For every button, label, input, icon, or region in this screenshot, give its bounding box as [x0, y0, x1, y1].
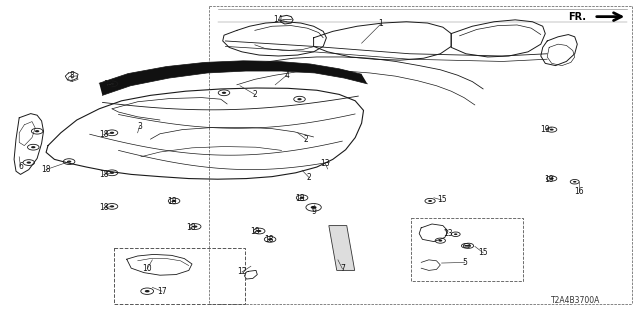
Text: 9: 9	[311, 207, 316, 216]
Text: T2A4B3700A: T2A4B3700A	[551, 296, 601, 305]
Circle shape	[467, 245, 470, 247]
Circle shape	[110, 132, 114, 134]
Text: 15: 15	[436, 196, 447, 204]
Circle shape	[428, 200, 432, 202]
Text: 18: 18	[264, 236, 273, 244]
Circle shape	[110, 172, 114, 174]
Polygon shape	[329, 226, 355, 270]
Circle shape	[110, 83, 114, 85]
Text: 2: 2	[307, 173, 312, 182]
Text: 10: 10	[142, 264, 152, 273]
Text: 15: 15	[478, 248, 488, 257]
Circle shape	[145, 290, 150, 292]
Circle shape	[573, 181, 577, 183]
Text: 17: 17	[157, 287, 167, 296]
Circle shape	[35, 130, 39, 132]
Text: 19: 19	[544, 175, 554, 184]
Circle shape	[172, 200, 176, 202]
Text: 12: 12	[237, 268, 246, 276]
Circle shape	[31, 146, 35, 148]
Text: 18: 18	[167, 197, 176, 206]
Circle shape	[454, 233, 458, 235]
Circle shape	[193, 226, 197, 228]
Circle shape	[550, 129, 554, 131]
Circle shape	[464, 245, 468, 247]
Circle shape	[550, 178, 554, 180]
Circle shape	[300, 197, 304, 199]
Text: 2: 2	[252, 90, 257, 99]
Text: 18: 18	[99, 204, 108, 212]
Text: 18: 18	[250, 228, 259, 236]
Circle shape	[268, 238, 272, 240]
Bar	[411, 218, 523, 281]
Text: 19: 19	[540, 125, 550, 134]
Circle shape	[438, 240, 442, 242]
Text: 1: 1	[378, 20, 383, 28]
Text: 18: 18	[99, 130, 108, 139]
Text: 8: 8	[69, 71, 74, 80]
Text: 16: 16	[574, 188, 584, 196]
Circle shape	[67, 161, 71, 163]
Text: 3: 3	[137, 122, 142, 131]
Bar	[114, 248, 245, 304]
Text: 13: 13	[443, 229, 453, 238]
Circle shape	[310, 206, 317, 209]
Circle shape	[110, 205, 114, 207]
Text: 5: 5	[462, 258, 467, 267]
Circle shape	[298, 98, 301, 100]
Text: 18: 18	[295, 194, 304, 203]
Text: 6: 6	[18, 162, 23, 171]
Text: 18: 18	[42, 165, 51, 174]
Circle shape	[27, 162, 31, 164]
Text: 18: 18	[103, 80, 112, 89]
Text: 18: 18	[99, 170, 108, 179]
Text: 13: 13	[320, 159, 330, 168]
Text: 2: 2	[303, 135, 308, 144]
Text: 14: 14	[273, 15, 284, 24]
Text: 4: 4	[284, 71, 289, 80]
Text: FR.: FR.	[568, 12, 586, 22]
Circle shape	[257, 230, 261, 232]
Circle shape	[222, 92, 226, 94]
Polygon shape	[99, 61, 367, 95]
Text: 7: 7	[340, 264, 345, 273]
Text: 18: 18	[186, 223, 195, 232]
